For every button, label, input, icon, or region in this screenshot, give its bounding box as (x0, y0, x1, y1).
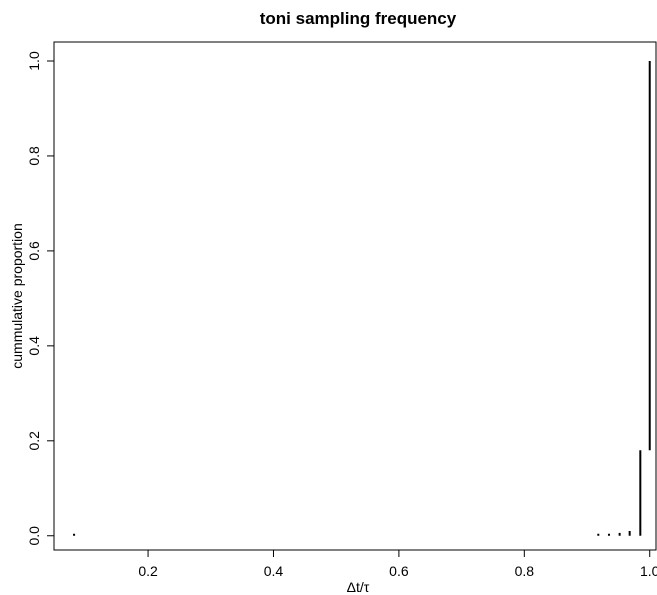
x-axis-label: Δt/τ (347, 579, 370, 595)
plot-area-frame (53, 41, 657, 551)
y-tick-label: 0.0 (26, 526, 42, 546)
x-tick-label: 0.4 (264, 563, 284, 579)
chart-title: toni sampling frequency (260, 9, 457, 28)
x-tick-label: 1.0 (640, 563, 657, 579)
data-marks (73, 60, 651, 536)
y-tick-label: 0.8 (26, 146, 42, 166)
y-tick-label: 0.2 (26, 431, 42, 451)
x-axis: 0.2 0.4 0.6 0.8 1.0 (138, 550, 657, 579)
y-tick-label: 0.4 (26, 336, 42, 356)
y-tick-label: 0.6 (26, 241, 42, 261)
x-tick-label: 0.6 (389, 563, 409, 579)
y-tick-label: 1.0 (26, 51, 42, 71)
y-axis-label: cummulative proportion (9, 223, 25, 369)
x-tick-label: 0.2 (138, 563, 158, 579)
y-axis: 0.0 0.2 0.4 0.6 0.8 1.0 (26, 51, 54, 545)
x-tick-label: 0.8 (515, 563, 535, 579)
